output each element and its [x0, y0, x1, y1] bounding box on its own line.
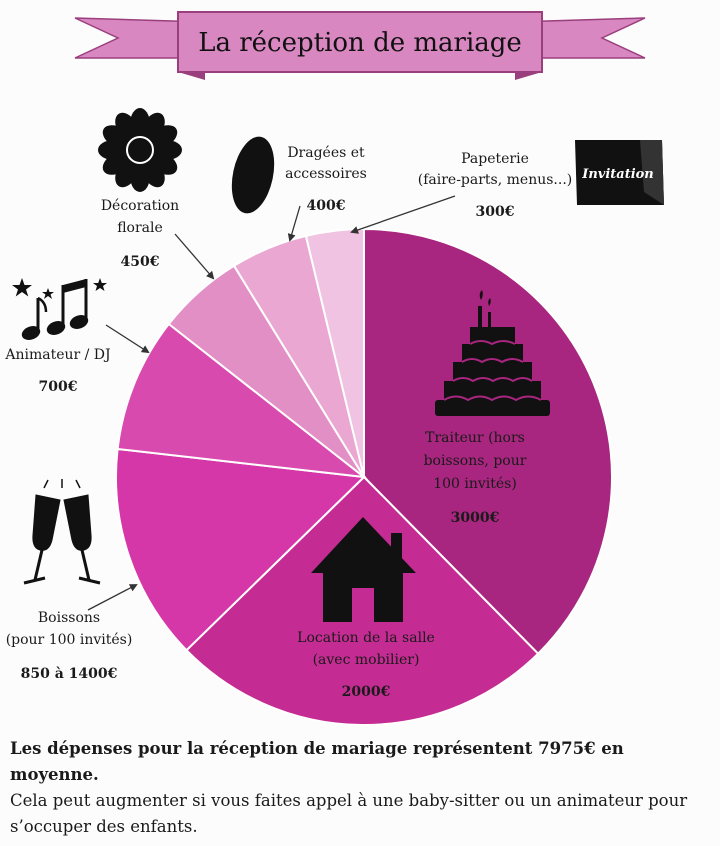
music-notes-icon: [12, 278, 107, 340]
summary-body: Cela peut augmenter si vous faites appel…: [10, 791, 688, 836]
slice-label-0-line-2: 100 invités): [433, 476, 517, 492]
summary-highlight: Les dépenses pour la réception de mariag…: [10, 739, 624, 784]
slice-label-6-line-1: (faire-parts, menus...): [418, 172, 572, 188]
slice-value-6: 300€: [476, 204, 515, 220]
pie-slice-0: [363, 227, 613, 656]
flower-icon: [98, 108, 182, 192]
slice-label-2-line-1: (pour 100 invités): [6, 632, 133, 648]
slice-label-2-line-0: Boissons: [38, 610, 100, 626]
slice-label-3-line-0: Animateur / DJ: [4, 347, 110, 363]
invitation-card-text: Invitation: [581, 167, 654, 182]
dragee-icon: [231, 136, 275, 214]
slice-value-3: 700€: [39, 379, 78, 395]
slice-label-0-line-0: Traiteur (hors: [425, 430, 525, 446]
slice-value-2: 850 à 1400€: [21, 666, 118, 682]
slice-label-1-line-1: (avec mobilier): [313, 652, 420, 668]
arrow-papeterie: [350, 195, 456, 234]
page-title: La réception de mariage: [198, 28, 522, 58]
pie-slice-3: [116, 322, 368, 479]
flower-petal: [115, 112, 139, 143]
house-icon: [311, 517, 416, 622]
arrow-animateur: [105, 324, 150, 354]
slice-label-1-line-0: Location de la salle: [297, 630, 435, 646]
arrow-boissons: [87, 584, 138, 611]
pie-slice-6: [304, 227, 365, 478]
slice-label-0-line-1: boissons, pour: [424, 453, 527, 469]
invitation-card-icon: Invitation: [575, 140, 664, 205]
slice-label-5-line-0: Dragées et: [287, 145, 365, 161]
slice-label-6-line-0: Papeterie: [461, 151, 529, 167]
slice-value-1: 2000€: [342, 684, 391, 700]
slice-label-4-line-1: florale: [117, 220, 163, 236]
arrow-dragees: [287, 205, 301, 242]
arrow-decoration: [174, 233, 215, 280]
wedding-cake-icon: [435, 290, 550, 416]
slice-value-5: 400€: [307, 198, 346, 214]
summary-text: Les dépenses pour la réception de mariag…: [10, 736, 714, 840]
slice-label-5-line-1: accessoires: [285, 166, 367, 182]
champagne-glasses-icon: [23, 479, 101, 585]
pie-slice-1: [185, 475, 540, 726]
pie-chart: [115, 227, 613, 726]
slice-value-0: 3000€: [451, 510, 500, 526]
leader-arrows: [87, 195, 456, 611]
slice-labels: Traiteur (hors boissons, pour 100 invités)…: [4, 145, 572, 700]
slice-label-4-line-0: Décoration: [101, 198, 179, 214]
slice-value-4: 450€: [121, 254, 160, 270]
title-ribbon: La réception de mariage: [74, 11, 646, 80]
pie-slice-2: [115, 447, 367, 652]
